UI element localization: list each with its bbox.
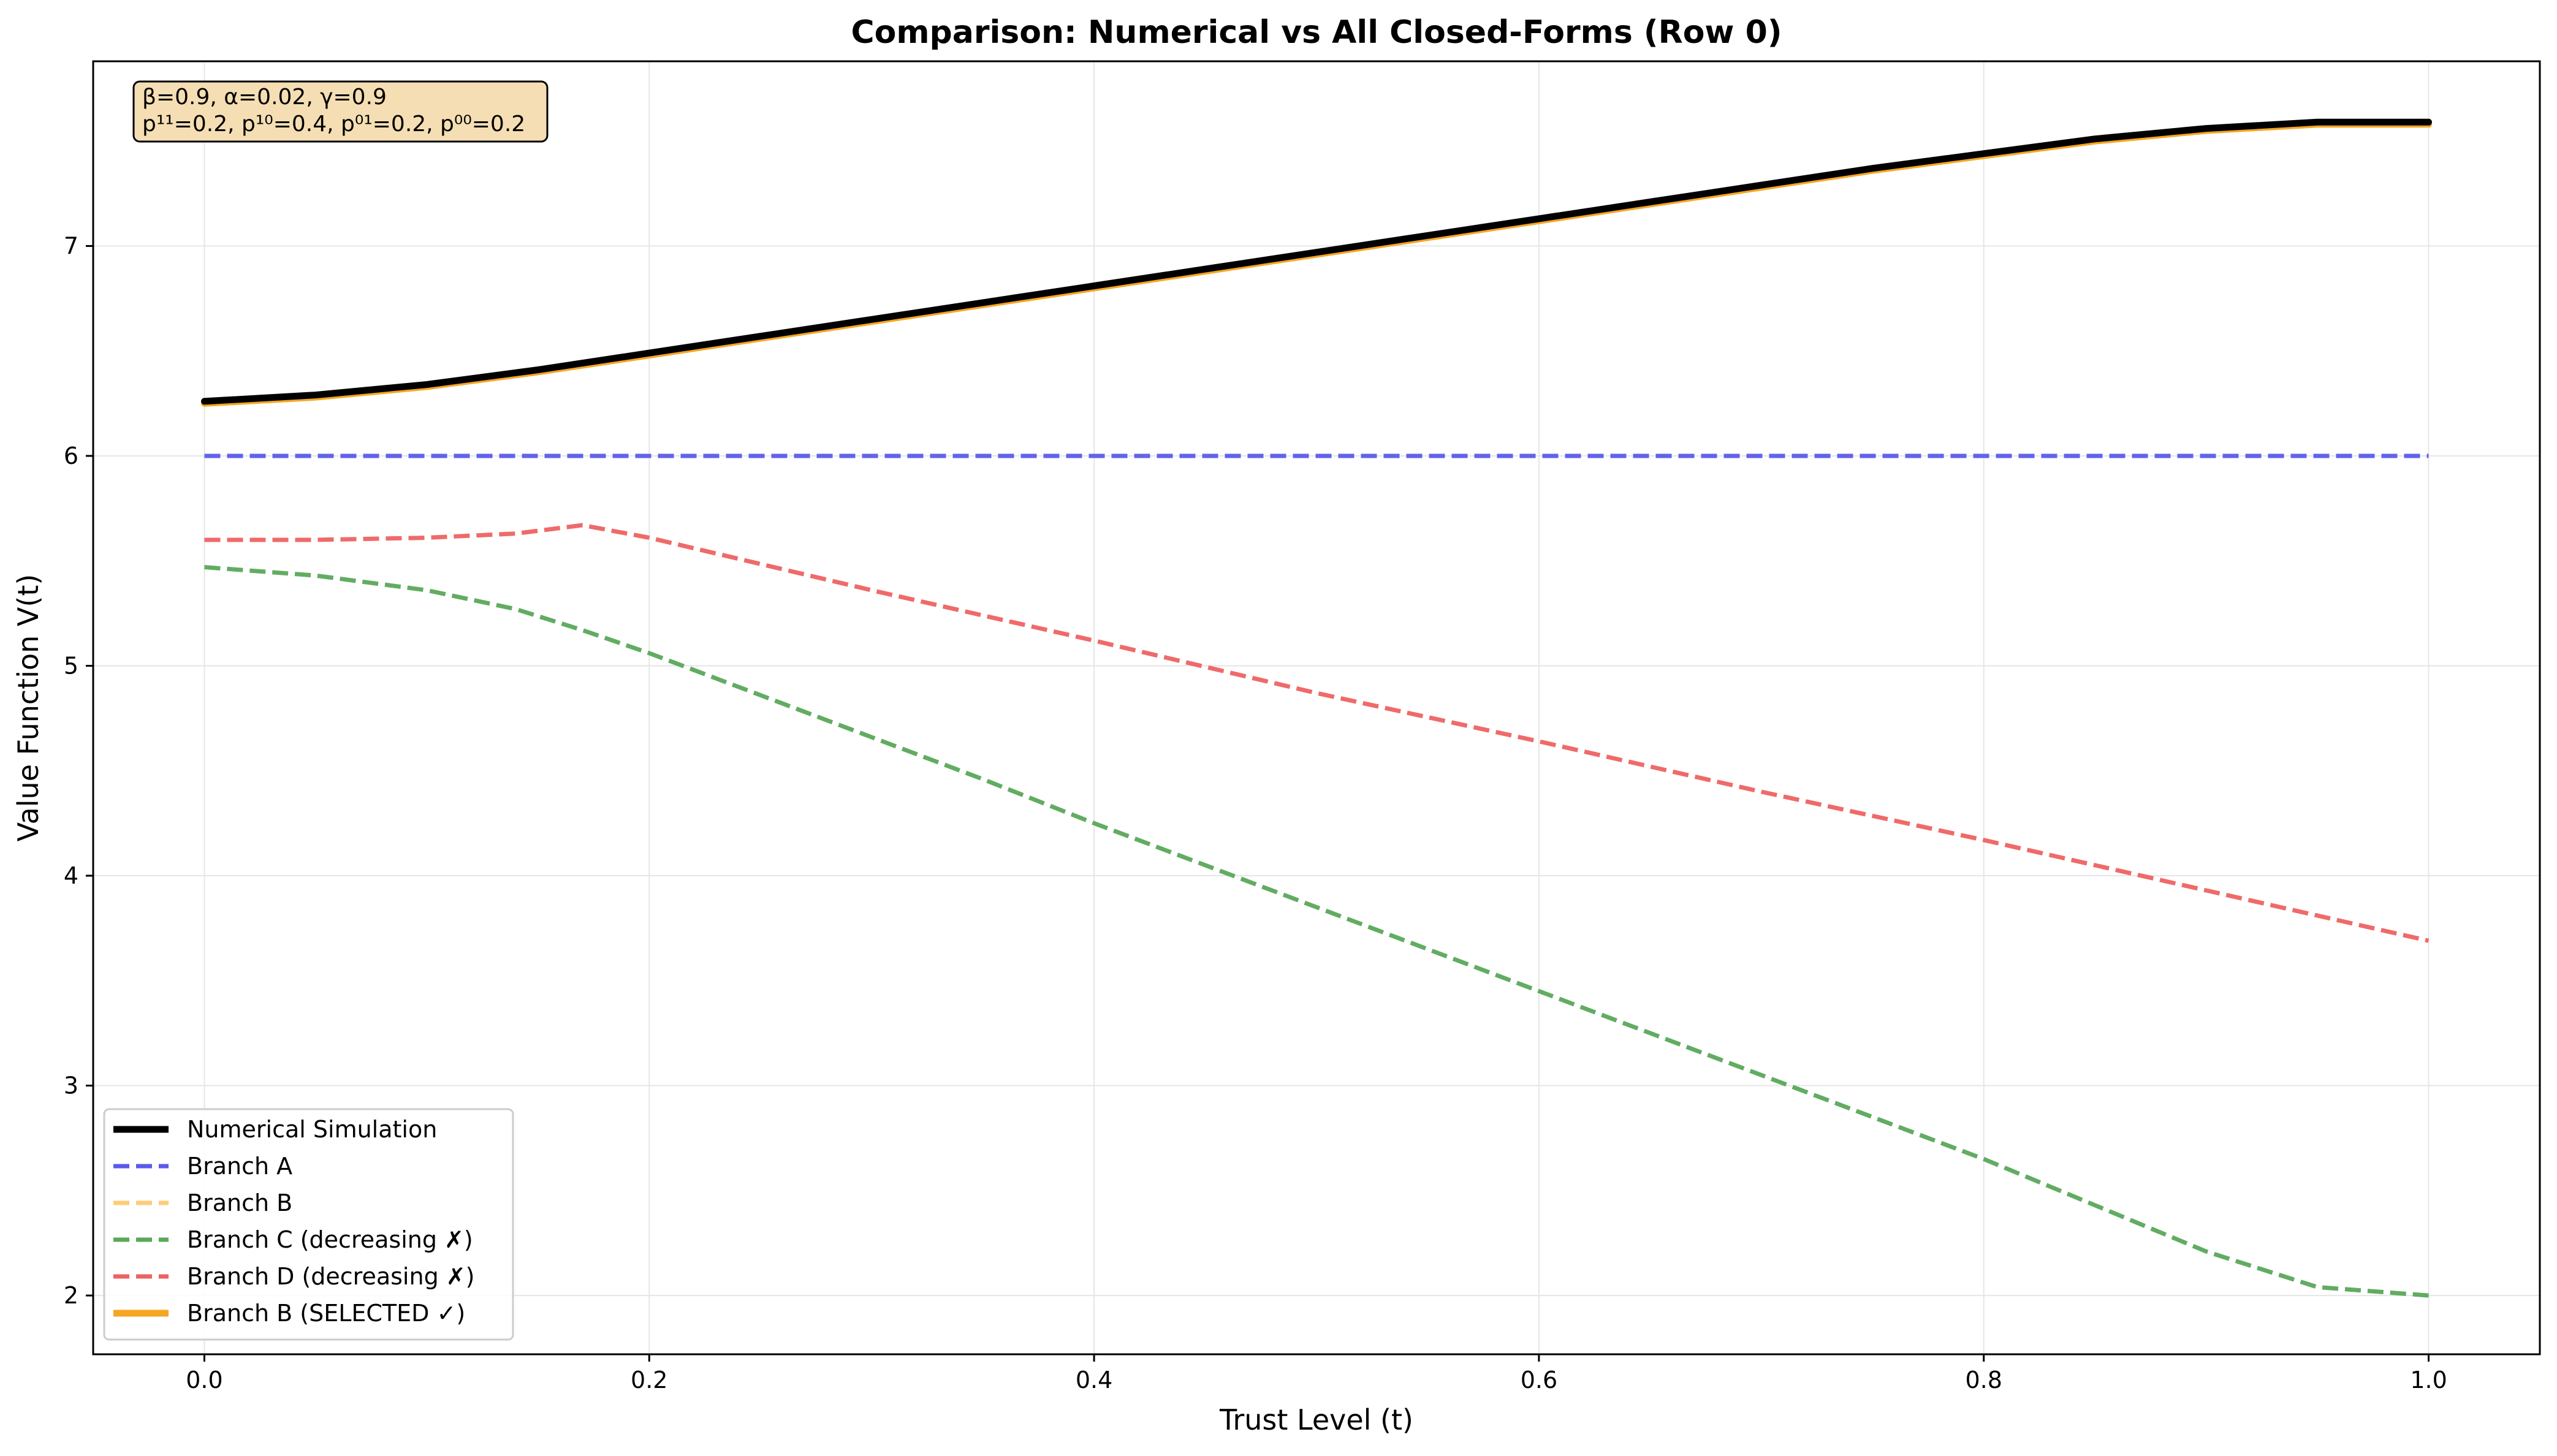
legend-label: Branch C (decreasing ✗) bbox=[187, 1226, 473, 1253]
y-tick-label: 2 bbox=[64, 1282, 78, 1309]
plot-frame bbox=[92, 60, 2541, 1356]
legend: Numerical Simulation Branch A Branch B Bran… bbox=[103, 1108, 514, 1341]
y-axis-label: Value Function V(t) bbox=[12, 574, 45, 842]
axis-ticks: 0.0 0.2 0.4 0.6 0.8 1.0 2 3 4 5 6 7 bbox=[64, 232, 2447, 1393]
legend-label: Branch A bbox=[187, 1153, 292, 1180]
x-tick-label: 1.0 bbox=[2410, 1367, 2447, 1393]
series-line-branch-c-decreasing bbox=[204, 565, 2429, 1298]
series-line-numerical-simulation bbox=[201, 118, 2432, 405]
y-tick-label: 5 bbox=[64, 652, 78, 679]
legend-label: Branch D (decreasing ✗) bbox=[187, 1263, 474, 1290]
series-lines bbox=[201, 118, 2432, 1298]
legend-label: Branch B bbox=[187, 1189, 292, 1216]
x-axis-label: Trust Level (t) bbox=[1219, 1403, 1413, 1436]
x-tick-label: 0.0 bbox=[186, 1367, 222, 1393]
chart-title: Comparison: Numerical vs All Closed-Form… bbox=[851, 14, 1782, 51]
y-tick-label: 4 bbox=[64, 862, 78, 889]
annotation-line-2: p¹¹=0.2, p¹⁰=0.4, p⁰¹=0.2, p⁰⁰=0.2 bbox=[142, 112, 525, 137]
annotation-box bbox=[132, 80, 549, 143]
parameter-annotation: β=0.9, α=0.02, γ=0.9 p¹¹=0.2, p¹⁰=0.4, p… bbox=[132, 80, 549, 143]
x-tick-label: 0.4 bbox=[1076, 1367, 1112, 1393]
y-tick-label: 3 bbox=[64, 1072, 78, 1099]
series-line-branch-d-decreasing bbox=[204, 523, 2430, 943]
legend-label: Branch B (SELECTED ✓) bbox=[187, 1300, 465, 1327]
y-tick-label: 7 bbox=[64, 232, 78, 259]
x-tick-label: 0.2 bbox=[631, 1367, 667, 1393]
annotation-line-1: β=0.9, α=0.02, γ=0.9 bbox=[142, 85, 387, 110]
y-tick-label: 6 bbox=[64, 442, 78, 469]
x-tick-label: 0.8 bbox=[1966, 1367, 2002, 1393]
legend-box bbox=[103, 1108, 514, 1341]
x-tick-label: 0.6 bbox=[1521, 1367, 1557, 1393]
legend-label: Numerical Simulation bbox=[187, 1116, 437, 1143]
